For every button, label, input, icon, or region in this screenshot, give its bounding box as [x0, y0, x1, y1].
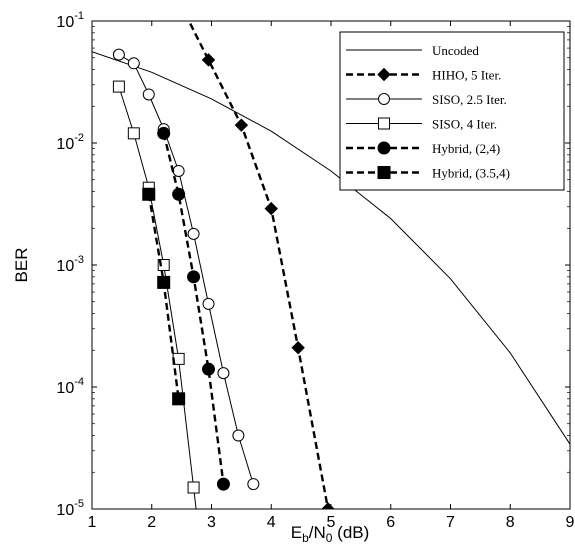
legend-entry: SISO, 2.5 Iter. [432, 92, 507, 107]
x-tick-label: 5 [327, 514, 336, 531]
open-circle-marker [112, 48, 125, 61]
open-square-marker [127, 127, 140, 140]
x-tick-label: 4 [267, 514, 276, 531]
legend-entry: HIHO, 5 Iter. [432, 68, 501, 83]
filled-circle-marker [216, 477, 230, 491]
diamond-marker [264, 201, 278, 216]
y-tick-label: 10-2 [56, 132, 84, 153]
x-tick-label: 3 [207, 514, 216, 531]
series-0 [92, 51, 570, 445]
diamond-marker [321, 502, 335, 509]
open-circle-marker [202, 297, 215, 310]
series-line [118, 54, 254, 485]
y-tick-label: 10-1 [56, 10, 84, 31]
open-square-marker [187, 481, 200, 494]
y-axis-label: BER [12, 248, 31, 283]
open-circle-marker [142, 88, 155, 101]
open-square-marker [378, 117, 390, 130]
diamond-marker [291, 340, 305, 355]
diamond-marker [201, 53, 216, 67]
open-square-marker [112, 80, 125, 93]
open-circle-marker [378, 93, 390, 105]
filled-square-marker [157, 275, 171, 289]
x-tick-label: 8 [506, 514, 515, 531]
plot-frame [91, 20, 571, 510]
diamond-marker [234, 118, 249, 132]
open-circle-marker [127, 57, 140, 70]
legend-entry: SISO, 4 Iter. [432, 117, 497, 132]
series-line [92, 51, 570, 445]
legend-entry: Hybrid, (2,4) [432, 141, 500, 156]
series-1 [187, 21, 335, 509]
x-tick-label: 1 [88, 514, 97, 531]
legend-entry: Uncoded [432, 43, 479, 58]
legend-entry: Hybrid, (3.5,4) [432, 166, 510, 181]
x-tick-label: 7 [446, 514, 455, 531]
series-5 [142, 187, 186, 406]
y-tick-label: 10-3 [56, 254, 84, 275]
series-4 [157, 126, 230, 491]
x-tick-label: 9 [566, 514, 575, 531]
legend-box [339, 31, 565, 191]
filled-circle-marker [157, 126, 171, 140]
open-circle-marker [187, 227, 200, 240]
filled-circle-marker [202, 362, 216, 376]
x-tick-label: 2 [147, 514, 156, 531]
series-3 [112, 80, 200, 509]
open-circle-marker [217, 367, 230, 380]
open-circle-marker [247, 478, 260, 491]
open-circle-marker [172, 164, 185, 177]
filled-circle-marker [187, 270, 201, 284]
filled-square-marker [172, 392, 186, 406]
y-tick-label: 10-5 [56, 498, 84, 519]
filled-circle-marker [377, 141, 391, 155]
open-square-marker [157, 259, 170, 271]
x-axis-label: Eb/N0 (dB) [291, 523, 370, 545]
filled-square-marker [142, 187, 156, 201]
y-tick-label: 10-4 [56, 376, 84, 397]
x-tick-label: 6 [386, 514, 395, 531]
filled-square-marker [377, 166, 391, 179]
open-circle-marker [232, 429, 245, 442]
diamond-marker [377, 67, 391, 82]
filled-circle-marker [172, 187, 186, 201]
